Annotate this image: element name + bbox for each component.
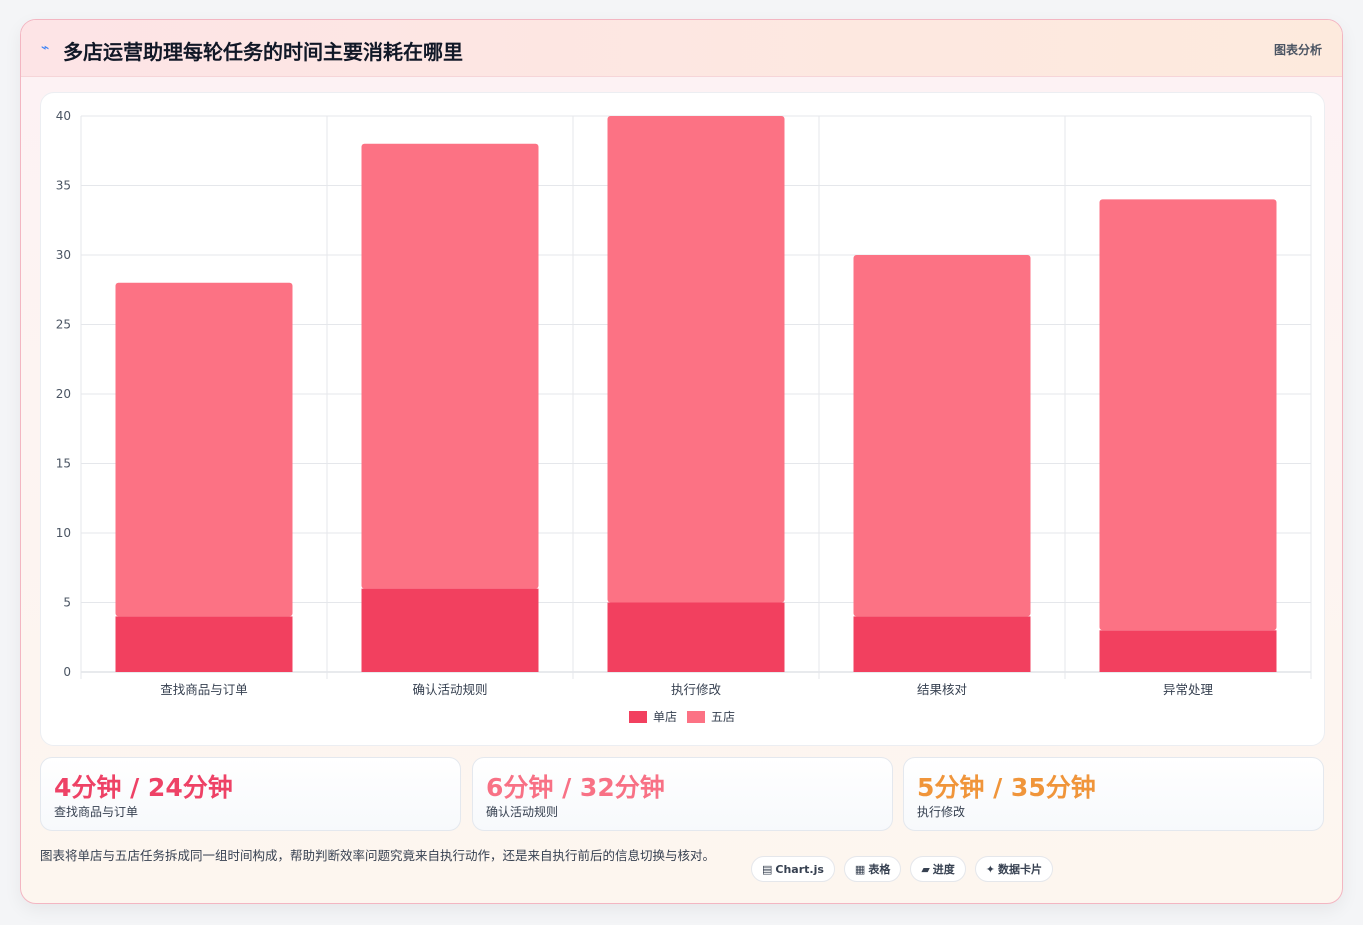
tool-chips: ▤ Chart.js ▦ 表格 ▰ 进度 ✦ 数据卡片 [751,856,1054,882]
bar-single-store [853,616,1031,672]
stat-value: 6分钟 / 32分钟 [486,773,665,802]
y-tick-label: 5 [63,596,71,610]
stat-card-search: 4分钟 / 24分钟 查找商品与订单 [40,757,461,831]
y-tick-label: 20 [56,387,71,401]
chart-panel: 0 5 10 15 20 25 30 35 40 查找商品与订单 确认活动规则 执行修改 结果核对 异常处… [40,92,1325,746]
chip-label: 数据卡片 [998,863,1043,876]
y-tick-label: 25 [56,318,71,332]
bar-five-store [361,143,539,589]
table-icon: ▦ [854,862,866,876]
sparkle-icon: ✦ [985,862,996,876]
chip-data-card[interactable]: ✦ 数据卡片 [974,856,1054,882]
legend-swatch [687,711,705,723]
y-tick-label: 35 [56,179,71,193]
chart-card: ⌁ 多店运营助理每轮任务的时间主要消耗在哪里 图表分析 0 5 10 15 20 25 30… [20,19,1343,904]
bar-five-store [1099,199,1277,631]
stat-label: 确认活动规则 [486,805,559,819]
chip-label: Chart.js [775,862,824,876]
chip-progress[interactable]: ▰ 进度 [910,856,966,882]
chip-label: 表格 [868,863,891,876]
stat-label: 执行修改 [917,805,966,819]
stacked-bar-chart: 0 5 10 15 20 25 30 35 40 查找商品与订单 确认活动规则 执行修改 结果核对 异常处… [56,109,1312,724]
y-tick-label: 15 [56,457,71,471]
stat-card-execute: 5分钟 / 35分钟 执行修改 [903,757,1324,831]
stat-card-rules: 6分钟 / 32分钟 确认活动规则 [472,757,893,831]
progress-icon: ▰ [921,862,930,876]
legend-swatch [629,711,647,723]
stat-label: 查找商品与订单 [54,805,139,819]
chip-label: 进度 [932,863,955,876]
chart-title: 多店运营助理每轮任务的时间主要消耗在哪里 [63,40,463,64]
x-tick-label: 查找商品与订单 [160,682,248,697]
legend-label: 单店 [653,710,677,724]
stat-value: 5分钟 / 35分钟 [917,773,1096,802]
x-tick-label: 确认活动规则 [412,682,487,697]
chip-chartjs[interactable]: ▤ Chart.js [751,856,835,882]
y-tick-label: 40 [56,109,71,123]
bar-single-store [1099,630,1277,672]
y-tick-label: 30 [56,248,71,262]
bar-five-store [853,255,1031,617]
y-tick-label: 10 [56,526,71,540]
y-tick-label: 0 [63,665,71,679]
legend-label: 五店 [711,710,735,724]
bar-single-store [607,602,785,672]
bar-five-store [607,116,785,603]
stat-value: 4分钟 / 24分钟 [54,773,233,802]
spark-icon: ⌁ [41,40,50,56]
chart-analysis-tag: 图表分析 [1273,43,1322,57]
chip-table[interactable]: ▦ 表格 [843,856,902,882]
x-tick-label: 结果核对 [917,682,967,697]
bar-five-store [115,282,293,617]
card-header: ⌁ 多店运营助理每轮任务的时间主要消耗在哪里 图表分析 [21,20,1342,77]
chart-icon: ▤ [762,862,773,876]
x-tick-label: 执行修改 [671,682,722,697]
bar-single-store [115,616,293,672]
bar-single-store [361,588,539,672]
chart-description: 图表将单店与五店任务拆成同一组时间构成，帮助判断效率问题究竟来自执行动作，还是来… [40,848,716,863]
x-tick-label: 异常处理 [1163,682,1214,697]
